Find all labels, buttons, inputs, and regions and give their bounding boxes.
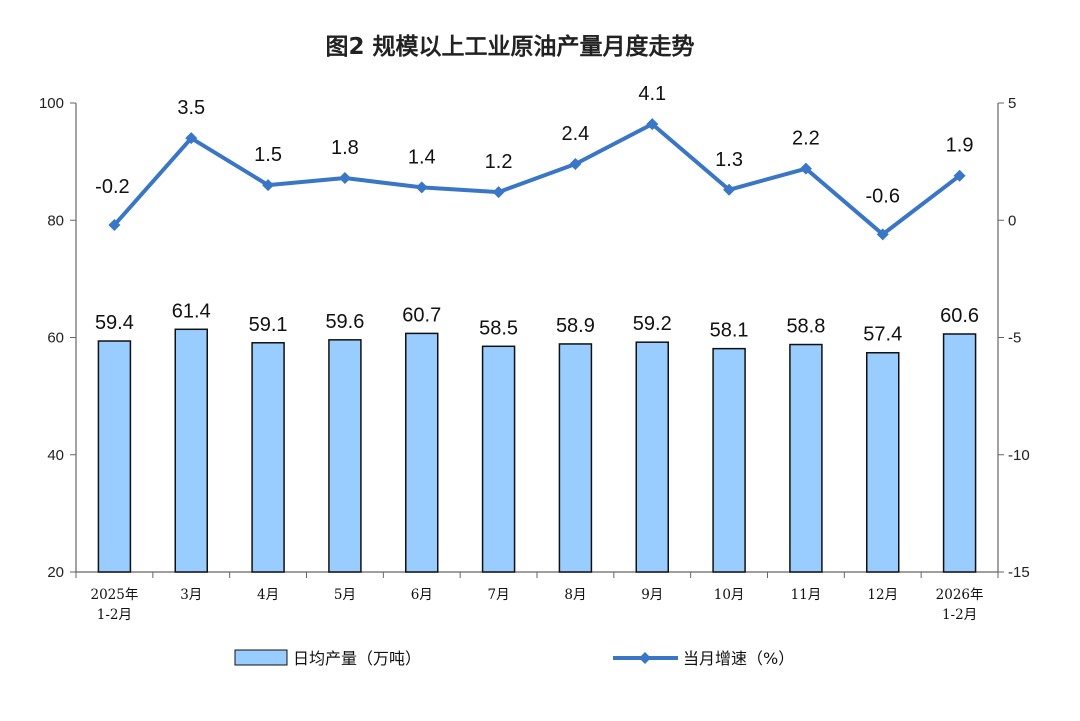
growth-line [112, 122, 961, 237]
bar-data-label: 61.4 [172, 300, 211, 322]
line-point [338, 172, 351, 185]
bar-data-label: 60.7 [402, 304, 441, 326]
line-point [646, 118, 659, 131]
line-data-label: 1.9 [946, 135, 974, 157]
x-tick-label: 1-2月 [97, 607, 132, 623]
line-point [415, 181, 428, 194]
line-data-label: 1.2 [485, 151, 513, 173]
chart-title: 图2 规模以上工业原油产量月度走势 [325, 33, 694, 60]
bar-data-label: 58.5 [479, 317, 518, 339]
bar-data-label: 59.2 [633, 313, 672, 335]
line-data-label: 1.3 [715, 149, 743, 171]
x-tick-label: 5月 [334, 587, 356, 603]
line-data-label: -0.6 [866, 185, 900, 207]
bar [328, 339, 362, 573]
legend-line-marker [639, 652, 651, 664]
line-data-label: 2.2 [792, 128, 820, 150]
bar-data-label: 58.9 [556, 315, 595, 337]
line-point [108, 218, 121, 231]
bar [97, 340, 132, 573]
bar [405, 332, 439, 573]
right-tick-label: -10 [1008, 447, 1030, 464]
x-tick-label: 3月 [180, 587, 202, 603]
line-point [876, 228, 889, 241]
bar [558, 343, 593, 573]
right-tick-label: -15 [1008, 564, 1030, 581]
x-tick-label: 11月 [791, 587, 822, 603]
bar [942, 333, 977, 573]
bar [712, 347, 746, 573]
left-tick-label: 100 [39, 95, 64, 112]
right-tick-label: 0 [1008, 212, 1016, 229]
x-tick-label: 9月 [641, 587, 663, 603]
x-tick-label: 12月 [867, 587, 898, 603]
x-tick-label: 4月 [257, 587, 279, 603]
bar-data-label: 59.6 [325, 311, 364, 333]
left-tick-label: 20 [47, 564, 64, 581]
bar [866, 351, 900, 573]
line-point [723, 183, 736, 196]
bar-data-label: 60.6 [940, 305, 979, 327]
line-data-label: 1.8 [331, 137, 359, 159]
x-tick-label: 2026年 [936, 587, 984, 603]
bar [789, 343, 823, 573]
left-tick-label: 60 [47, 330, 64, 347]
bar-data-label: 59.1 [249, 314, 288, 336]
x-tick-label: 10月 [714, 587, 745, 603]
x-tick-label: 7月 [488, 587, 510, 603]
x-tick-label: 2025年 [90, 587, 138, 603]
line-data-label: 1.5 [254, 144, 282, 166]
line-point [569, 157, 582, 170]
line-data-label: 3.5 [177, 97, 205, 119]
bar-data-label: 57.4 [863, 324, 902, 346]
x-tick-label: 8月 [564, 587, 586, 603]
x-tick-label: 1-2月 [942, 607, 977, 623]
left-tick-label: 40 [47, 447, 64, 464]
line-data-label: 1.4 [408, 146, 436, 168]
legend-line-label: 当月增速（%） [683, 649, 794, 668]
left-tick-label: 80 [47, 212, 64, 229]
right-tick-label: 5 [1008, 95, 1016, 112]
bar [251, 342, 285, 573]
line-data-label: 2.4 [562, 123, 590, 145]
bar-data-label: 59.4 [95, 312, 134, 334]
line-point [492, 186, 505, 199]
line-data-label: 4.1 [638, 83, 666, 105]
x-tick-label: 6月 [411, 587, 433, 603]
bar [481, 345, 516, 573]
line-point [953, 169, 966, 182]
legend: 日均产量（万吨） 当月增速（%） [234, 649, 794, 668]
right-tick-label: -5 [1008, 330, 1021, 347]
bar-data-label: 58.1 [710, 320, 749, 342]
bar-data-label: 58.8 [786, 316, 825, 338]
legend-bar-swatch [234, 649, 288, 666]
line-point [799, 162, 812, 175]
legend-bar-label: 日均产量（万吨） [293, 649, 421, 668]
line-point [185, 132, 198, 145]
line-point [262, 179, 275, 192]
bar [635, 341, 669, 573]
line-data-label: -0.2 [95, 176, 129, 198]
bar [174, 328, 208, 573]
